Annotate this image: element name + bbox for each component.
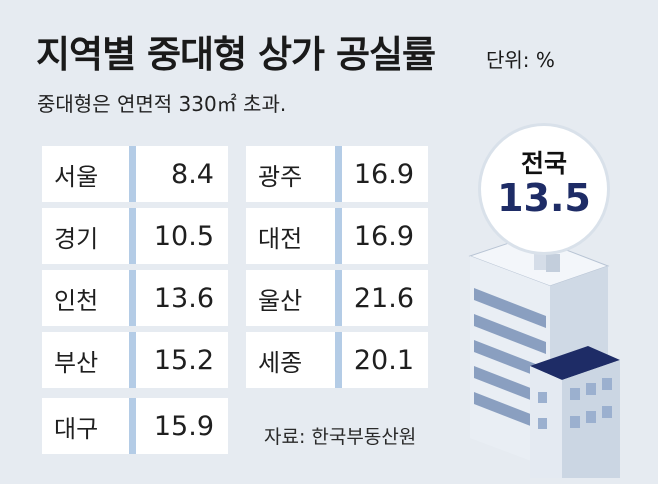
region-value-seoul: 8.4 — [129, 146, 228, 202]
region-name-daegu: 대구 — [42, 398, 129, 454]
region-name-sejong: 세종 — [246, 332, 335, 388]
region-name-daejeon: 대전 — [246, 208, 335, 264]
region-value-gyeonggi: 10.5 — [129, 208, 228, 264]
region-value-gwangju: 16.9 — [335, 146, 428, 202]
region-name-ulsan: 울산 — [246, 270, 335, 326]
national-value: 13.5 — [497, 176, 591, 220]
region-value-ulsan: 21.6 — [335, 270, 428, 326]
region-name-incheon: 인천 — [42, 270, 129, 326]
region-name-gwangju: 광주 — [246, 146, 335, 202]
region-value-busan: 15.2 — [129, 332, 228, 388]
building-illustration — [468, 235, 620, 478]
national-label: 전국 — [520, 149, 567, 178]
region-name-gyeonggi: 경기 — [42, 208, 129, 264]
region-name-seoul: 서울 — [42, 146, 129, 202]
region-value-incheon: 13.6 — [129, 270, 228, 326]
region-value-daegu: 15.9 — [129, 398, 228, 454]
source-note: 자료: 한국부동산원 — [264, 426, 417, 448]
region-name-busan: 부산 — [42, 332, 129, 388]
region-value-sejong: 20.1 — [335, 332, 428, 388]
national-badge: 전국 13.5 — [481, 126, 607, 252]
region-value-daejeon: 16.9 — [335, 208, 428, 264]
subtitle: 중대형은 연면적 330㎡ 초과. — [37, 92, 287, 116]
chart-title: 지역별 중대형 상가 공실률 — [36, 33, 436, 76]
unit-label: 단위: % — [486, 48, 555, 72]
